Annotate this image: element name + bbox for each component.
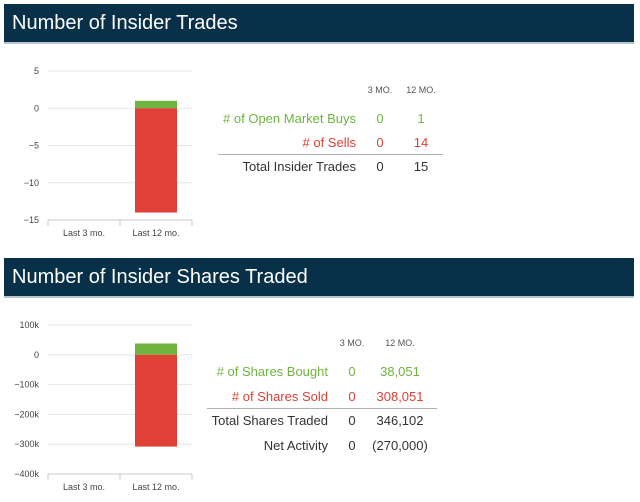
value-12mo: 38,051: [380, 364, 420, 379]
x-tick-label: Last 3 mo.: [63, 482, 105, 492]
column-header: 3 MO.: [339, 338, 365, 348]
bar-positive: [135, 100, 177, 109]
value-12mo: 15: [413, 159, 429, 174]
x-tick-label: Last 12 mo.: [132, 228, 179, 238]
y-tick-label: 5: [34, 66, 39, 76]
value-3mo: 0: [348, 413, 356, 428]
y-tick-label: 100k: [19, 320, 39, 330]
column-header: 12 MO.: [406, 85, 436, 95]
total-divider: [218, 154, 443, 155]
row-label: # of Shares Bought: [216, 364, 328, 379]
value-3mo: 0: [376, 159, 384, 174]
value-12mo: 346,102: [376, 413, 424, 428]
section-title: Number of Insider Shares Traded: [12, 266, 308, 288]
bar-negative: [135, 354, 177, 447]
insider-shares-table: 3 MO. 12 MO. # of Shares Bought 0 38,051 # of…: [195, 338, 455, 463]
row-label: # of Open Market Buys: [223, 111, 356, 126]
bar-negative: [135, 108, 177, 213]
y-tick-label: 0: [34, 350, 39, 360]
value-12mo: 14: [413, 135, 429, 150]
insider-trades-chart: 5 0 −5 −10 −15 Last 3 mo. Last 12 mo.: [24, 66, 193, 238]
y-tick-label: −200k: [14, 409, 39, 419]
y-tick-label: −10: [24, 178, 39, 188]
column-header: 3 MO.: [367, 85, 393, 95]
y-tick-label: 0: [34, 103, 39, 113]
y-tick-label: −100k: [14, 380, 39, 390]
insider-shares-chart: 100k 0 −100k −200k −300k −400k Last 3 mo. Last …: [14, 320, 193, 492]
row-label: Total Insider Trades: [242, 159, 356, 174]
value-3mo: 0: [348, 364, 356, 379]
x-tick-label: Last 12 mo.: [132, 482, 179, 492]
row-label: # of Shares Sold: [231, 388, 328, 404]
y-tick-label: −15: [24, 215, 39, 225]
y-tick-label: −300k: [14, 439, 39, 449]
row-label: Total Shares Traded: [211, 413, 328, 428]
y-tick-label: −5: [29, 141, 39, 151]
section-header-insider-shares: Number of Insider Shares Traded: [4, 258, 634, 298]
value-3mo: 0: [348, 388, 356, 404]
value-3mo: 0: [376, 111, 384, 126]
column-header: 12 MO.: [385, 338, 415, 348]
value-12mo: (270,000): [372, 437, 428, 453]
value-12mo: 1: [417, 111, 425, 126]
insider-trades-table: 3 MO. 12 MO. # of Open Market Buys 0 1 # of S…: [200, 85, 460, 185]
value-12mo: 308,051: [376, 388, 424, 404]
section-title: Number of Insider Trades: [12, 12, 238, 34]
row-label: # of Sells: [302, 135, 356, 150]
total-divider: [207, 408, 437, 409]
section-header-insider-trades: Number of Insider Trades: [4, 4, 634, 44]
row-label: Net Activity: [263, 437, 328, 453]
value-3mo: 0: [348, 437, 356, 453]
value-3mo: 0: [376, 135, 384, 150]
x-tick-label: Last 3 mo.: [63, 228, 105, 238]
y-tick-label: −400k: [14, 469, 39, 479]
bar-positive: [135, 343, 177, 355]
